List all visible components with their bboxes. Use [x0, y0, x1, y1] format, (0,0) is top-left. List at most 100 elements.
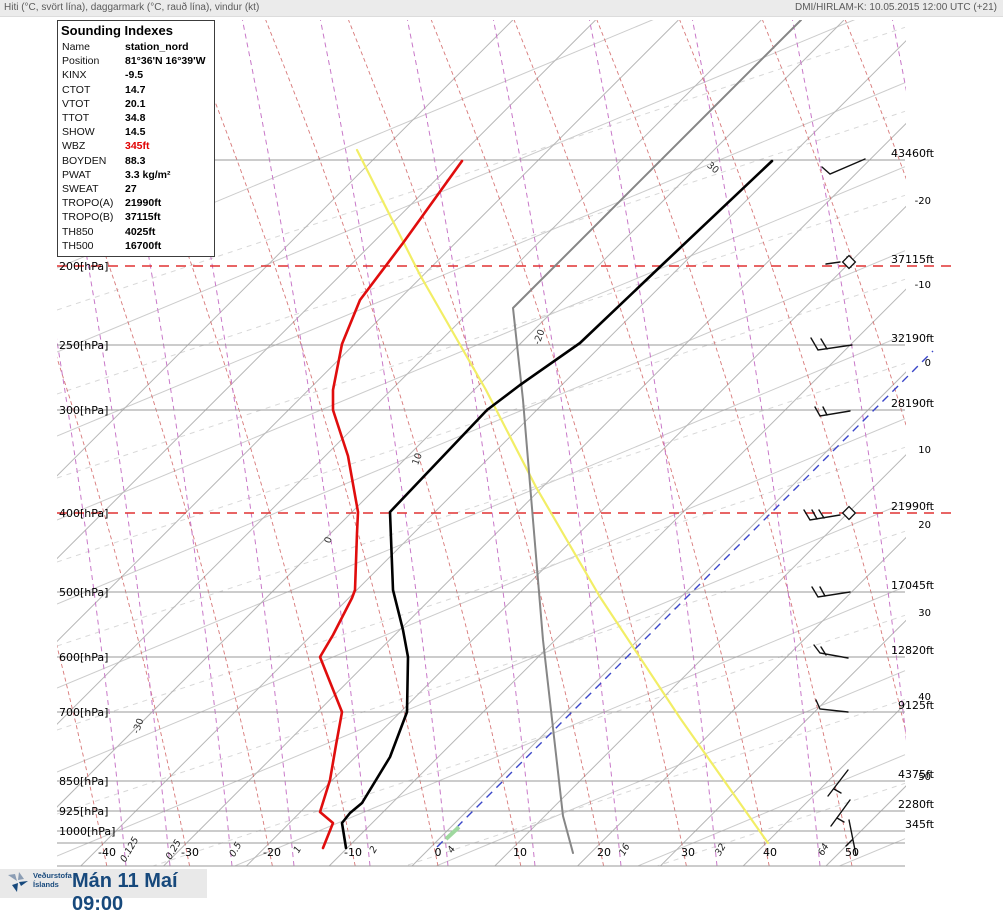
mixing-ratio-label: 2	[368, 844, 381, 855]
dry-adiabat-lines	[57, 20, 906, 866]
pressure-label: 200[hPa]	[59, 260, 108, 273]
moist-adiabat-lines	[57, 20, 906, 866]
indexes-title: Sounding Indexes	[61, 23, 173, 38]
altitude-label: 43460ft	[891, 147, 935, 160]
footer-bar: Veðurstofa Íslands Mán 11 Maí 09:00	[0, 869, 207, 915]
met-office-name: Veðurstofa Íslands	[33, 871, 72, 889]
temperature-tick-label: 40	[763, 846, 777, 859]
index-row-vtot: VTOT 20.1	[62, 97, 210, 111]
freezing-level-line	[436, 350, 934, 848]
index-label: PWAT	[62, 168, 92, 181]
altitude-label: 345ft	[905, 818, 935, 831]
temperature-tick-label: -20	[263, 846, 281, 859]
index-label: CTOT	[62, 83, 91, 96]
index-row-name: Name station_nord	[62, 40, 210, 54]
altitude-label: 28190ft	[891, 397, 935, 410]
index-row-wbz: WBZ 345ft	[62, 139, 210, 153]
temperature-tick-label: -10	[344, 846, 362, 859]
interior-line-label: -30	[131, 717, 147, 735]
index-value: 21990ft	[125, 197, 162, 210]
index-label: TROPO(B)	[62, 211, 114, 224]
interior-line-label: 10	[410, 452, 424, 467]
pressure-label: 850[hPa]	[59, 775, 108, 788]
reference-yellow-curve	[355, 148, 770, 845]
altitude-label: 2280ft	[898, 798, 935, 811]
index-value: -9.5	[125, 69, 144, 82]
temperature-curve	[340, 159, 774, 850]
model-run-label: DMI/HIRLAM-K: 10.05.2015 12:00 UTC (+21)	[794, 2, 997, 13]
index-row-boyden: BOYDEN 88.3	[62, 154, 210, 168]
index-label: SHOW	[62, 126, 95, 139]
temperature-tick-label: 10	[513, 846, 527, 859]
index-label: WBZ	[62, 140, 86, 153]
met-office-logo-icon	[8, 872, 28, 892]
right-isotherm-label: 0	[925, 358, 931, 369]
index-row-tropo(b): TROPO(B) 37115ft	[62, 210, 210, 224]
mixing-ratio-label: 16	[617, 842, 633, 858]
altitude-label: 32190ft	[891, 332, 935, 345]
altitude-label: 9125ft	[898, 699, 935, 712]
altitude-label: 37115ft	[891, 253, 935, 266]
right-isotherm-label: 50	[918, 772, 931, 783]
valid-datetime-label: Mán 11 Maí 09:00	[72, 870, 178, 915]
pressure-label: 1000[hPa]	[59, 825, 115, 838]
index-value: 4025ft	[125, 225, 156, 238]
altitude-label: 17045ft	[891, 579, 935, 592]
index-label: TROPO(A)	[62, 197, 114, 210]
index-label: BOYDEN	[62, 154, 107, 167]
index-value: 3.3 kg/m²	[125, 168, 171, 181]
index-value: station_nord	[125, 41, 189, 53]
surface-freezing-marker	[444, 825, 461, 841]
sounding-indexes-panel: Sounding Indexes Name station_nord Positio…	[57, 20, 215, 258]
temperature-tick-label: 20	[597, 846, 611, 859]
index-value: 34.8	[125, 112, 146, 125]
pressure-label: 400[hPa]	[59, 507, 108, 520]
temperature-tick-label: -40	[98, 846, 116, 859]
right-isotherm-label: 10	[918, 445, 931, 456]
pressure-label: 925[hPa]	[59, 805, 108, 818]
index-label: KINX	[62, 69, 87, 82]
mixing-ratio-label: 4	[446, 844, 459, 855]
dewpoint-curve	[318, 159, 464, 850]
right-isotherm-label: 40	[918, 692, 931, 703]
index-label: TH850	[62, 225, 94, 238]
temperature-tick-label: -30	[181, 846, 199, 859]
right-isotherm-label: 20	[918, 520, 931, 531]
legend-label: Hiti (°C, svört lína), daggarmark (°C, r…	[4, 2, 260, 13]
interior-line-label: 30	[704, 160, 720, 176]
altitude-label: 21990ft	[891, 500, 935, 513]
pressure-label: 500[hPa]	[59, 586, 108, 599]
index-value: 81°36'N 16°39'W	[125, 55, 206, 68]
index-value: 27	[125, 183, 137, 196]
index-value: 14.7	[125, 83, 146, 96]
index-row-th850: TH850 4025ft	[62, 225, 210, 239]
index-value: 20.1	[125, 97, 146, 110]
index-label: TTOT	[62, 112, 90, 125]
right-isotherm-label: -10	[915, 280, 931, 291]
index-label: TH500	[62, 239, 94, 252]
index-label: Name	[62, 41, 91, 53]
altitude-label: 12820ft	[891, 644, 935, 657]
isotherm-lines	[57, 20, 906, 866]
index-value: 88.3	[125, 154, 146, 167]
index-row-pwat: PWAT 3.3 kg/m²	[62, 168, 210, 182]
temperature-tick-label: 30	[681, 846, 695, 859]
pressure-label: 300[hPa]	[59, 404, 108, 417]
index-row-sweat: SWEAT 27	[62, 182, 210, 196]
indexes-rows: Name station_nord Position 81°36'N 16°39'W K…	[62, 40, 210, 253]
temperature-tick-label: 50	[845, 846, 859, 859]
index-row-show: SHOW 14.5	[62, 125, 210, 139]
isobar-lines	[57, 159, 958, 867]
mixing-ratio-label: 1	[292, 844, 305, 855]
pressure-label: 250[hPa]	[59, 339, 108, 352]
mixing-ratio-label: 0.125	[118, 835, 141, 864]
index-row-position: Position 81°36'N 16°39'W	[62, 54, 210, 68]
right-isotherm-label: -20	[915, 196, 931, 207]
interior-line-label: 0	[322, 535, 334, 544]
index-value: 37115ft	[125, 211, 161, 224]
index-value: 14.5	[125, 126, 146, 139]
index-value: 16700ft	[125, 239, 162, 252]
index-label: SWEAT	[62, 183, 99, 196]
index-row-ctot: CTOT 14.7	[62, 83, 210, 97]
